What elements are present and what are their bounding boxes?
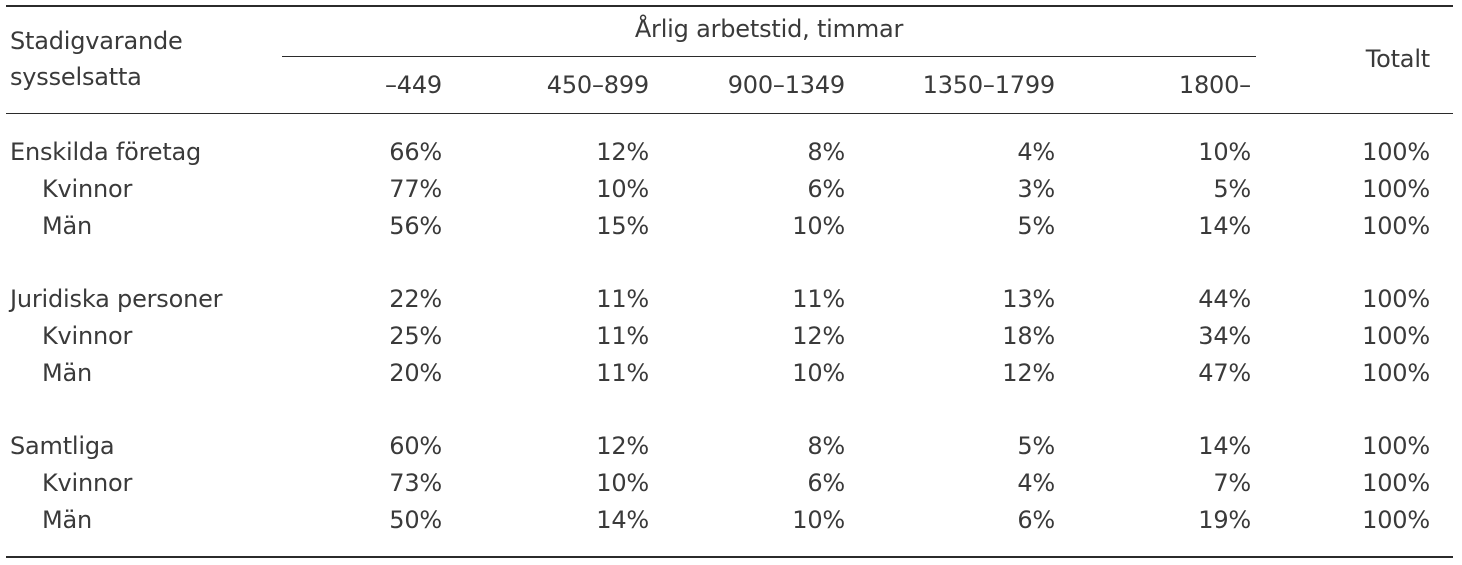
top-rule <box>6 5 1453 7</box>
column-header: –449 <box>384 71 442 99</box>
table-cell: 11% <box>596 285 649 313</box>
stub-header-line2: sysselsatta <box>10 63 142 91</box>
table-cell: 14% <box>1198 432 1251 460</box>
table-cell: 100% <box>1362 212 1430 240</box>
table-cell: 4% <box>1017 138 1055 166</box>
row-label: Kvinnor <box>42 469 133 497</box>
group-rule <box>282 56 1256 57</box>
row-label: Män <box>42 359 93 387</box>
table-cell: 4% <box>1017 469 1055 497</box>
table-cell: 100% <box>1362 285 1430 313</box>
table-cell: 8% <box>807 432 845 460</box>
table-cell: 60% <box>389 432 442 460</box>
table-cell: 56% <box>389 212 442 240</box>
column-header: 450–899 <box>546 71 649 99</box>
row-label: Kvinnor <box>42 175 133 203</box>
table-cell: 100% <box>1362 322 1430 350</box>
table-cell: 6% <box>807 175 845 203</box>
table-cell: 47% <box>1198 359 1251 387</box>
table-cell: 13% <box>1002 285 1055 313</box>
row-label: Juridiska personer <box>10 285 223 313</box>
table-cell: 5% <box>1213 175 1251 203</box>
table-cell: 22% <box>389 285 442 313</box>
table-cell: 20% <box>389 359 442 387</box>
table-cell: 44% <box>1198 285 1251 313</box>
table-cell: 34% <box>1198 322 1251 350</box>
table-cell: 10% <box>792 212 845 240</box>
table-cell: 10% <box>596 175 649 203</box>
table-cell: 18% <box>1002 322 1055 350</box>
column-header: 1350–1799 <box>922 71 1056 99</box>
stub-header-line1: Stadigvarande <box>10 27 183 55</box>
table-cell: 8% <box>807 138 845 166</box>
table-cell: 100% <box>1362 359 1430 387</box>
table-cell: 14% <box>1198 212 1251 240</box>
table-cell: 25% <box>389 322 442 350</box>
table-cell: 100% <box>1362 432 1430 460</box>
table-cell: 11% <box>596 322 649 350</box>
table-cell: 5% <box>1017 432 1055 460</box>
table-cell: 14% <box>596 506 649 534</box>
table-cell: 10% <box>596 469 649 497</box>
column-header-total: Totalt <box>1365 45 1430 73</box>
row-label: Samtliga <box>10 432 115 460</box>
table-cell: 100% <box>1362 469 1430 497</box>
row-label: Män <box>42 506 93 534</box>
table-cell: 11% <box>596 359 649 387</box>
table-cell: 10% <box>792 506 845 534</box>
column-header: 900–1349 <box>727 71 845 99</box>
table-cell: 100% <box>1362 175 1430 203</box>
table-cell: 7% <box>1213 469 1251 497</box>
table-cell: 6% <box>1017 506 1055 534</box>
row-label: Kvinnor <box>42 322 133 350</box>
table-cell: 100% <box>1362 506 1430 534</box>
table-cell: 66% <box>389 138 442 166</box>
table-cell: 50% <box>389 506 442 534</box>
table-cell: 73% <box>389 469 442 497</box>
table-cell: 12% <box>596 432 649 460</box>
table-cell: 12% <box>792 322 845 350</box>
table-cell: 11% <box>792 285 845 313</box>
table-cell: 10% <box>792 359 845 387</box>
bottom-rule <box>6 556 1453 558</box>
table-cell: 5% <box>1017 212 1055 240</box>
table-cell: 3% <box>1017 175 1055 203</box>
table-cell: 12% <box>1002 359 1055 387</box>
header-rule <box>6 113 1453 114</box>
group-header: Årlig arbetstid, timmar <box>634 15 904 43</box>
row-label: Män <box>42 212 93 240</box>
table-cell: 100% <box>1362 138 1430 166</box>
table-cell: 77% <box>389 175 442 203</box>
table-cell: 10% <box>1198 138 1251 166</box>
table-cell: 19% <box>1198 506 1251 534</box>
row-label: Enskilda företag <box>10 138 202 166</box>
table-cell: 12% <box>596 138 649 166</box>
table-cell: 6% <box>807 469 845 497</box>
column-header: 1800– <box>1178 71 1251 99</box>
table-cell: 15% <box>596 212 649 240</box>
